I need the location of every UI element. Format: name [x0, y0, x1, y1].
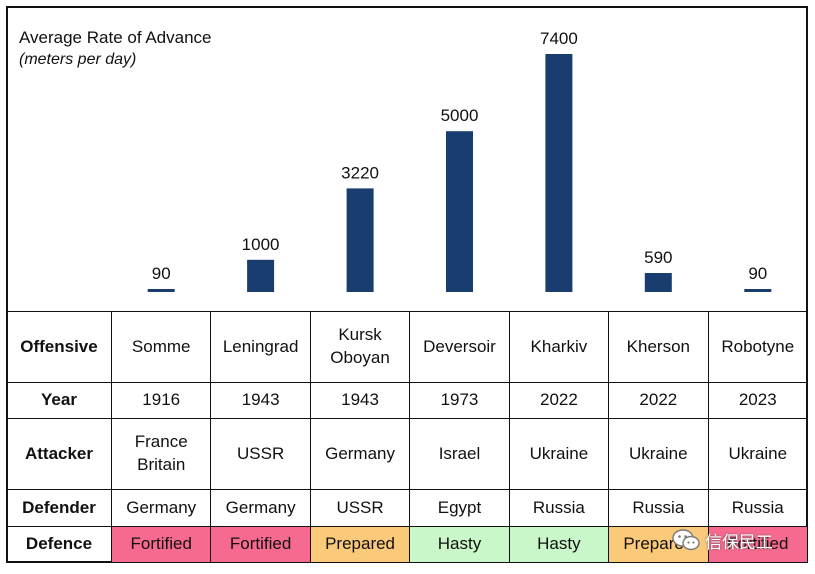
data-label: 90	[748, 264, 767, 283]
table-row-offensive: Offensive Somme Leningrad Kursk Oboyan De…	[6, 310, 809, 384]
cell-defence: Fortified	[707, 525, 809, 564]
cell-offensive: Kursk Oboyan	[309, 310, 411, 384]
cell-line: Kursk	[338, 325, 382, 345]
cell-defender: Russia	[608, 489, 709, 527]
data-label: 1000	[242, 235, 280, 254]
cell-line: France	[134, 432, 188, 452]
bar	[644, 273, 672, 292]
cell-offensive: Robotyne	[707, 310, 809, 384]
watermark-text: 信保民工	[705, 532, 773, 552]
cell-attacker: Ukraine	[608, 418, 709, 491]
cell-year: 1943	[210, 382, 311, 420]
cell-defence: Hasty	[508, 525, 610, 564]
table-row-defender: Defender Germany Germany USSR Egypt Russ…	[6, 489, 809, 527]
cell-defence: Fortified	[110, 525, 212, 564]
cell-defender: Germany	[110, 489, 212, 527]
bar	[446, 131, 473, 292]
bar-chart: 90 1000 3220 5000 7400 590 90	[147, 29, 772, 292]
data-label: 3220	[341, 163, 379, 182]
row-header-defence: Defence	[6, 525, 112, 564]
cell-line: Britain	[137, 455, 186, 475]
cell-defender: Germany	[210, 489, 311, 527]
bar	[545, 54, 573, 292]
watermark: 信保民工	[672, 527, 773, 553]
table-row-year: Year 1916 1943 1943 1973 2022 2022 2023	[6, 382, 809, 420]
cell-offensive: Leningrad	[210, 310, 311, 384]
bar	[147, 289, 175, 292]
data-label: 590	[644, 248, 672, 267]
cell-attacker: Germany	[309, 418, 411, 491]
table-row-attacker: Attacker France Britain USSR Germany Isra…	[6, 418, 809, 491]
data-label: 7400	[540, 29, 578, 48]
cell-offensive: Kherson	[608, 310, 709, 384]
cell-defender: Egypt	[409, 489, 510, 527]
bar	[346, 188, 374, 292]
data-label: 90	[152, 264, 171, 283]
cell-offensive: Deversoir	[409, 310, 510, 384]
cell-defence: Prepared	[309, 525, 411, 564]
offensive-table: Offensive Somme Leningrad Kursk Oboyan De…	[6, 310, 809, 564]
row-header-defender: Defender	[6, 489, 112, 527]
cell-attacker: Israel	[409, 418, 510, 491]
cell-attacker: Ukraine	[707, 418, 809, 491]
row-header-attacker: Attacker	[6, 418, 112, 491]
table-row-defence: Defence Fortified Fortified Prepared Has…	[6, 525, 809, 564]
cell-year: 2023	[707, 382, 809, 420]
bar	[744, 289, 772, 292]
cell-year: 1973	[409, 382, 510, 420]
cell-defender: USSR	[309, 489, 411, 527]
cell-attacker: Ukraine	[508, 418, 610, 491]
data-label: 5000	[441, 106, 479, 125]
cell-year: 2022	[608, 382, 709, 420]
row-header-year: Year	[6, 382, 112, 420]
cell-line: Oboyan	[330, 348, 390, 368]
bar	[247, 259, 275, 292]
cell-defender: Russia	[707, 489, 809, 527]
wechat-logo-icon	[672, 529, 700, 551]
cell-defender: Russia	[508, 489, 610, 527]
cell-defence: Fortified	[210, 525, 311, 564]
cell-offensive: Kharkiv	[508, 310, 610, 384]
cell-attacker: France Britain	[110, 418, 212, 491]
cell-year: 1943	[309, 382, 411, 420]
chart-subtitle: (meters per day)	[19, 51, 137, 68]
cell-defence: Hasty	[409, 525, 510, 564]
cell-offensive: Somme	[110, 310, 212, 384]
cell-year: 2022	[508, 382, 610, 420]
chart-title: Average Rate of Advance	[19, 28, 212, 47]
cell-year: 1916	[110, 382, 212, 420]
row-header-offensive: Offensive	[6, 310, 112, 384]
cell-attacker: USSR	[210, 418, 311, 491]
